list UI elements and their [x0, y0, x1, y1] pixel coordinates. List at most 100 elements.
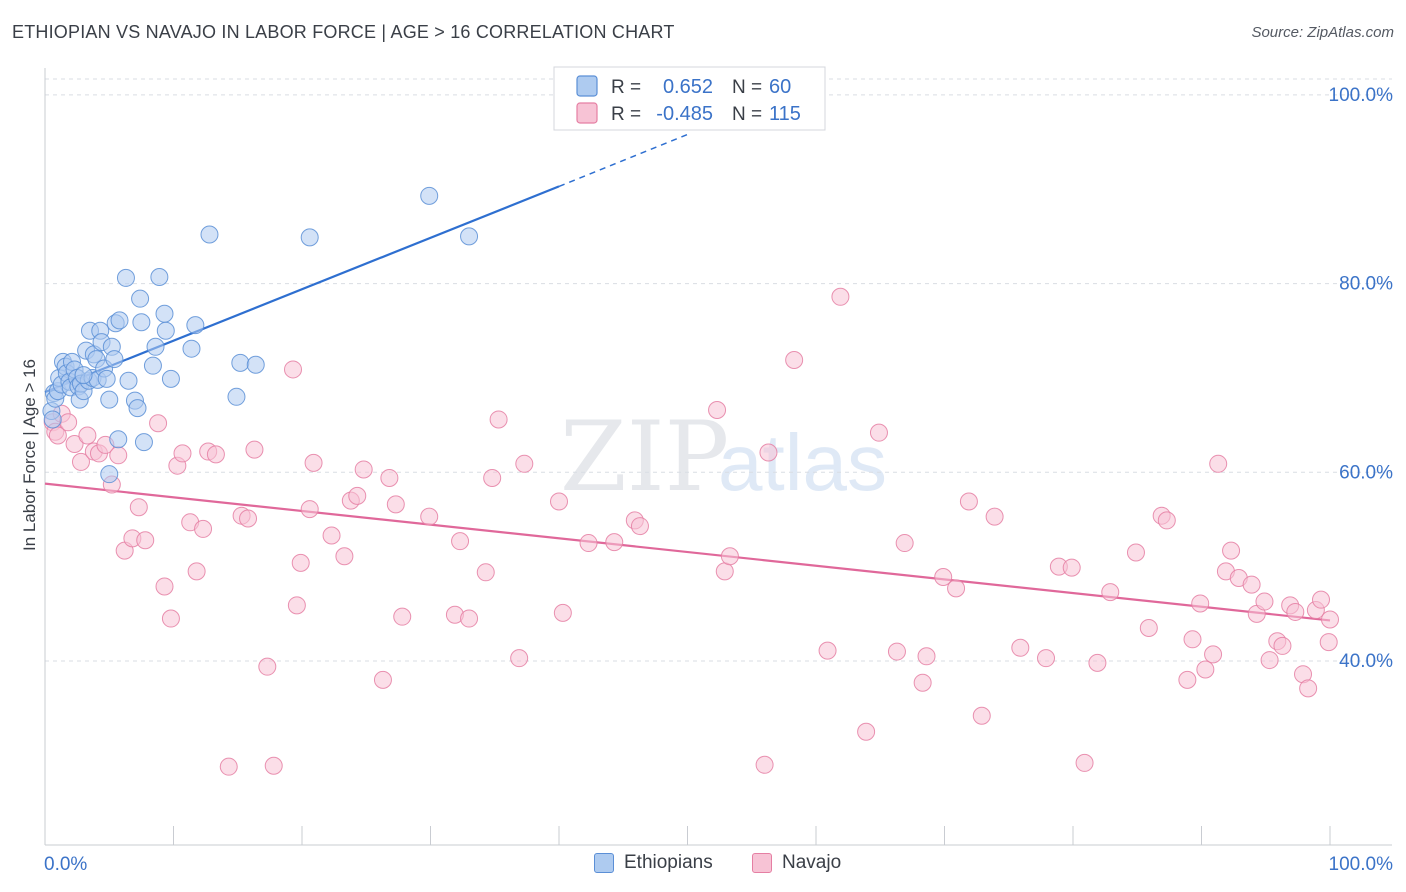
- navajo-point: [420, 507, 439, 526]
- navajo-point: [322, 526, 341, 545]
- series-legend: Ethiopians Navajo: [0, 850, 1406, 880]
- navajo-point: [354, 460, 373, 479]
- navajo-point: [510, 649, 529, 668]
- navajo-point: [959, 492, 978, 511]
- stats-legend-r-label: R =: [611, 104, 641, 125]
- stats-legend-swatch: [576, 75, 598, 97]
- navajo-point: [869, 423, 888, 442]
- navajo-point: [264, 756, 283, 775]
- navajo-point: [1204, 645, 1223, 664]
- navajo-point: [553, 603, 572, 622]
- navajo-point: [1191, 594, 1210, 613]
- stats-legend-n-value: 60: [769, 76, 791, 98]
- stats-legend-n-value: 115: [769, 103, 801, 125]
- navajo-point: [630, 517, 649, 536]
- navajo-point: [194, 519, 213, 538]
- navajo-point: [1183, 630, 1202, 649]
- navajo-point: [161, 609, 180, 628]
- ethiopians-point: [131, 289, 150, 308]
- navajo-point: [219, 757, 238, 776]
- navajo-point: [895, 534, 914, 553]
- navajo-point: [831, 287, 850, 306]
- ethiopians-point: [300, 228, 319, 247]
- ethiopians-point: [155, 304, 174, 323]
- navajo-point: [1196, 660, 1215, 679]
- navajo-point: [515, 454, 534, 473]
- legend-item-navajo: Navajo: [752, 852, 841, 874]
- ethiopians-point: [182, 339, 201, 358]
- navajo-point: [258, 657, 277, 676]
- ethiopians-point: [128, 399, 147, 418]
- ethiopians-point: [110, 311, 129, 330]
- navajo-point: [715, 562, 734, 581]
- navajo-point: [1075, 753, 1094, 772]
- ethiopians-point: [420, 186, 439, 205]
- y-tick-label: 80.0%: [1339, 274, 1393, 295]
- navajo-point: [65, 434, 84, 453]
- navajo-point: [149, 414, 168, 433]
- navajo-point: [1255, 592, 1274, 611]
- ethiopians-trend-line: [44, 185, 560, 394]
- x-tick-label-min: 0.0%: [44, 854, 87, 875]
- legend-label-navajo: Navajo: [782, 852, 842, 873]
- navajo-point: [1126, 543, 1145, 562]
- navajo-point: [818, 641, 837, 660]
- navajo-point: [245, 440, 264, 459]
- navajo-point: [291, 553, 310, 572]
- navajo-point: [887, 642, 906, 661]
- navajo-point: [972, 706, 991, 725]
- ethiopians-point: [119, 371, 138, 390]
- stats-legend-n-label: N =: [732, 77, 762, 98]
- navajo-point: [755, 755, 774, 774]
- ethiopians-point: [227, 387, 246, 406]
- navajo-point: [1286, 602, 1305, 621]
- navajo-point: [284, 360, 303, 379]
- navajo-point: [720, 547, 739, 566]
- watermark-zip: ZIP: [560, 401, 729, 513]
- navajo-point: [785, 351, 804, 370]
- ethiopians-point: [186, 316, 205, 335]
- chart-title: ETHIOPIAN VS NAVAJO IN LABOR FORCE | AGE…: [12, 22, 675, 42]
- navajo-point: [335, 547, 354, 566]
- navajo-point: [173, 444, 192, 463]
- ethiopians-point: [146, 337, 165, 356]
- navajo-point: [109, 446, 128, 465]
- stats-legend-swatch: [576, 102, 598, 124]
- stats-legend-n-label: N =: [732, 104, 762, 125]
- navajo-point: [1209, 454, 1228, 473]
- navajo-point: [386, 495, 405, 514]
- navajo-point: [136, 531, 155, 550]
- tick-labels: 40.0% 60.0% 80.0% 100.0% 0.0% 100.0%: [44, 85, 1393, 875]
- navajo-point: [1273, 636, 1292, 655]
- navajo-point: [380, 468, 399, 487]
- source-label: Source: ZipAtlas.com: [1251, 24, 1394, 41]
- ethiopians-point: [74, 366, 93, 385]
- navajo-point: [187, 562, 206, 581]
- navajo-point: [304, 453, 323, 472]
- navajo-point: [1101, 583, 1120, 602]
- navajo-point: [1011, 638, 1030, 657]
- navajo-point: [489, 410, 508, 429]
- navajo-point: [59, 413, 78, 432]
- ethiopians-point: [460, 227, 479, 246]
- stats-legend: R = 0.652 N = 60 R = -0.485 N = 115: [553, 66, 826, 131]
- navajo-point: [476, 563, 495, 582]
- navajo-point: [1299, 679, 1318, 698]
- navajo-point: [708, 401, 727, 420]
- x-tick-label-max: 100.0%: [1329, 854, 1394, 875]
- navajo-point: [460, 609, 479, 628]
- navajo-point: [605, 533, 624, 552]
- navajo-point: [393, 607, 412, 626]
- navajo-point: [48, 426, 67, 445]
- navajo-point: [550, 492, 568, 511]
- navajo-point: [451, 532, 470, 551]
- navajo-point: [287, 596, 306, 615]
- navajo-point: [1321, 610, 1339, 629]
- zipatlas-watermark: ZIP atlas: [560, 401, 887, 513]
- navajo-point: [917, 647, 936, 666]
- navajo-swatch: [752, 853, 772, 873]
- ethiopians-point: [100, 390, 119, 409]
- navajo-point: [1222, 541, 1241, 560]
- ethiopians-point: [100, 465, 119, 484]
- navajo-point: [483, 468, 502, 487]
